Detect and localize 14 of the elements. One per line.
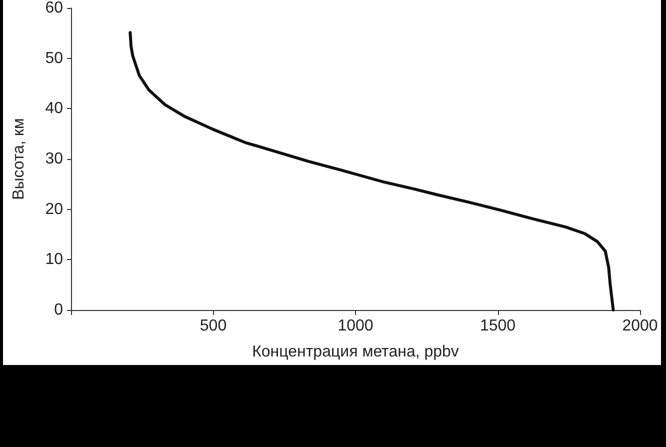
y-tick-label: 20 (45, 200, 64, 218)
y-tick-label: 60 (45, 0, 64, 16)
x-tick-label: 1500 (480, 318, 516, 334)
x-tick-label: 500 (200, 318, 227, 334)
y-tick-label: 10 (45, 251, 64, 268)
y-tick-label: 30 (45, 150, 64, 168)
x-tick-label: 1000 (338, 318, 374, 334)
y-tick-label: 40 (45, 100, 64, 118)
y-tick-label: 0 (54, 302, 64, 318)
y-axis-title: Высота, км (10, 118, 28, 200)
y-tick-label: 50 (45, 50, 64, 67)
line-series (128, 31, 615, 312)
x-tick-label: 2000 (622, 318, 658, 334)
x-axis-title: Концентрация метана, ppbv (252, 344, 459, 360)
